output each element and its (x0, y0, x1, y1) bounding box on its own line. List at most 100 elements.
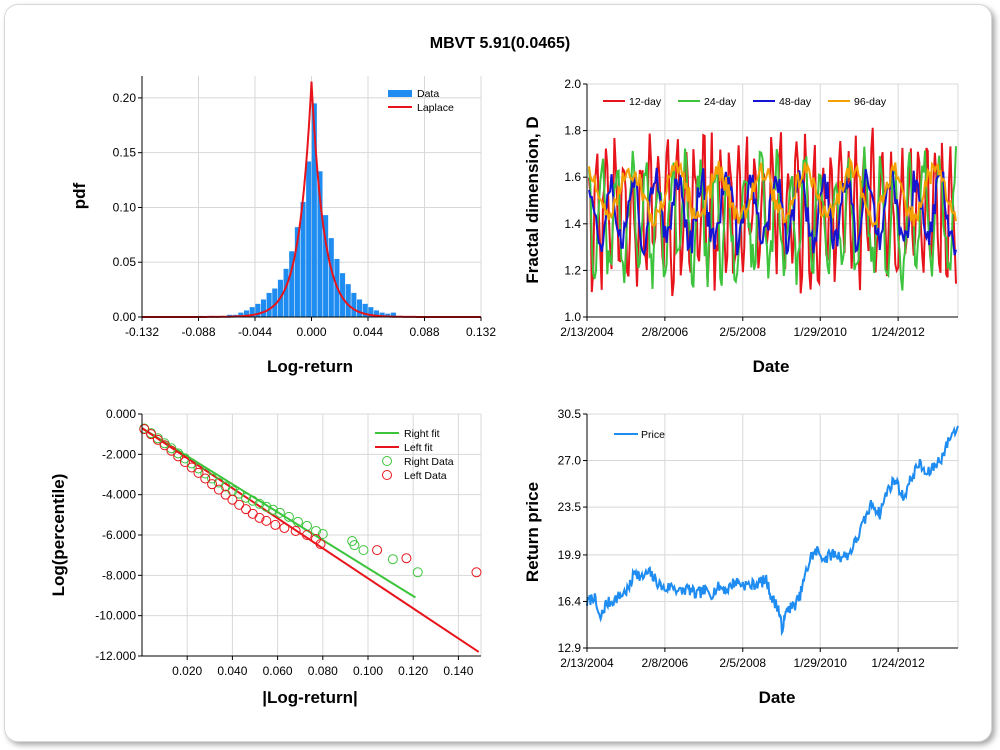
legend-data-swatch (388, 90, 412, 97)
y-axis-label: Log(percentile) (49, 474, 68, 597)
histogram-bar (351, 292, 357, 317)
right-data-point (254, 498, 265, 509)
price-panel: 12.9 16.4 19.9 23.5 27.0 30.5 2/13/2004 2/8/200… (523, 407, 959, 707)
y-tick-label: 0.20 (113, 91, 137, 105)
y-tick-label: -6.000 (102, 528, 136, 542)
x-tick-label: 0.132 (466, 325, 496, 339)
legend-label: 48-day (779, 96, 812, 108)
x-tick-label: 2/5/2008 (719, 656, 766, 670)
left-data-point (240, 504, 251, 515)
histogram-bar (272, 288, 278, 317)
right-data-point (240, 492, 251, 503)
histogram-bar (255, 303, 261, 317)
figure-title: MBVT 5.91(0.0465) (430, 35, 571, 52)
left-data-point (207, 479, 218, 490)
y-axis-label: Fractal dimension, D (523, 116, 542, 283)
y-tick-label: 27.0 (558, 454, 582, 468)
right-data-point (358, 545, 369, 556)
price-line (586, 425, 959, 637)
left-data-point (200, 473, 211, 484)
legend: Data Laplace (388, 88, 454, 114)
y-tick-label: 0.15 (113, 146, 137, 160)
histogram-bar (249, 307, 255, 317)
histogram-bar (373, 310, 380, 317)
legend-left-fit-label: Left fit (404, 442, 433, 454)
x-tick-label: 0.100 (353, 664, 383, 678)
y-tick-label: -4.000 (102, 488, 136, 502)
axes: 0.00 0.05 0.10 0.15 0.20 -0.132 -0.088 -0.044 0.… (113, 76, 496, 339)
histogram-bar (306, 161, 312, 317)
right-data-point (247, 495, 258, 506)
right-data-point (412, 567, 423, 578)
x-tick-label: 0.040 (217, 664, 247, 678)
left-data-point (372, 545, 383, 556)
x-tick-label: 0.044 (353, 325, 383, 339)
legend: Price (614, 429, 665, 441)
histogram-bar (260, 299, 267, 317)
right-data-point (173, 448, 184, 459)
histogram-bar (362, 303, 368, 317)
left-data-point (186, 462, 197, 473)
legend: 12-day 24-day 48-day 96-day (603, 96, 887, 108)
axes: 12.9 16.4 19.9 23.5 27.0 30.5 2/13/2004 2/8/200… (558, 407, 958, 670)
x-tick-label: 1/24/2012 (871, 325, 925, 339)
left-data-point (193, 467, 204, 478)
x-tick-label: -0.088 (181, 325, 215, 339)
right-data-point (193, 463, 204, 474)
x-tick-label: -0.132 (125, 325, 159, 339)
grid (586, 413, 959, 649)
fractal-dimension-panel: 1.0 1.2 1.4 1.6 1.8 2.0 2/13/2004 2/8/2006 2/5/2… (523, 77, 959, 376)
right-fit-line (141, 427, 416, 599)
histogram-bar (340, 273, 346, 317)
y-tick-label: -2.000 (102, 447, 136, 461)
histogram-bar (323, 215, 329, 317)
left-data-points (139, 424, 482, 578)
y-tick-label: 0.05 (113, 255, 137, 269)
legend: Right fit Left fit Right Data Left Data (375, 428, 454, 482)
right-data-point (311, 525, 322, 536)
x-tick-label: 2/5/2008 (719, 325, 766, 339)
legend-label: 96-day (854, 96, 887, 108)
y-tick-label: 12.9 (558, 641, 582, 655)
legend-left-data-label: Left Data (404, 470, 447, 482)
tail-fit-panel: 0.000 -2.000 -4.000 -6.000 -8.000 -10.000 -12.… (49, 407, 482, 707)
x-tick-label: 0.020 (172, 664, 202, 678)
x-tick-label: 1/29/2010 (794, 325, 848, 339)
legend-label: 24-day (704, 96, 737, 108)
distribution-panel: 0.00 0.05 0.10 0.15 0.20 -0.132 -0.088 -0.044 0.… (70, 76, 496, 376)
x-tick-label: 0.120 (398, 664, 428, 678)
right-data-point (268, 504, 279, 515)
legend-right-data-swatch (382, 456, 392, 466)
y-tick-label: 2.0 (564, 77, 581, 91)
right-data-point (387, 554, 398, 565)
y-tick-label: -8.000 (102, 568, 136, 582)
legend-right-fit-label: Right fit (404, 428, 440, 440)
left-data-point (301, 530, 312, 540)
right-data-point (261, 501, 272, 512)
left-data-point (220, 489, 231, 500)
left-data-point (179, 456, 190, 467)
x-tick-label: 0.000 (296, 325, 326, 339)
histogram-bar (356, 299, 363, 317)
right-data-point (317, 528, 328, 539)
x-tick-label: 0.060 (263, 664, 293, 678)
right-data-point (349, 540, 360, 551)
left-data-point (213, 484, 224, 495)
histogram-bar (345, 284, 351, 317)
left-data-point (247, 508, 258, 519)
x-tick-label: 2/13/2004 (560, 325, 614, 339)
histogram-bars (198, 103, 402, 318)
legend-data-label: Data (417, 88, 439, 100)
left-data-point (159, 440, 170, 451)
left-data-point (234, 499, 245, 510)
x-tick-label: 1/24/2012 (871, 656, 925, 670)
y-tick-label: 0.10 (113, 200, 137, 214)
right-data-point (166, 443, 177, 454)
figure-card (4, 4, 992, 742)
y-axis-label: Return price (523, 482, 542, 582)
x-tick-label: 0.140 (443, 664, 473, 678)
x-tick-label: 2/13/2004 (560, 656, 614, 670)
y-tick-label: 23.5 (558, 500, 582, 514)
legend-left-data-swatch (382, 470, 392, 480)
